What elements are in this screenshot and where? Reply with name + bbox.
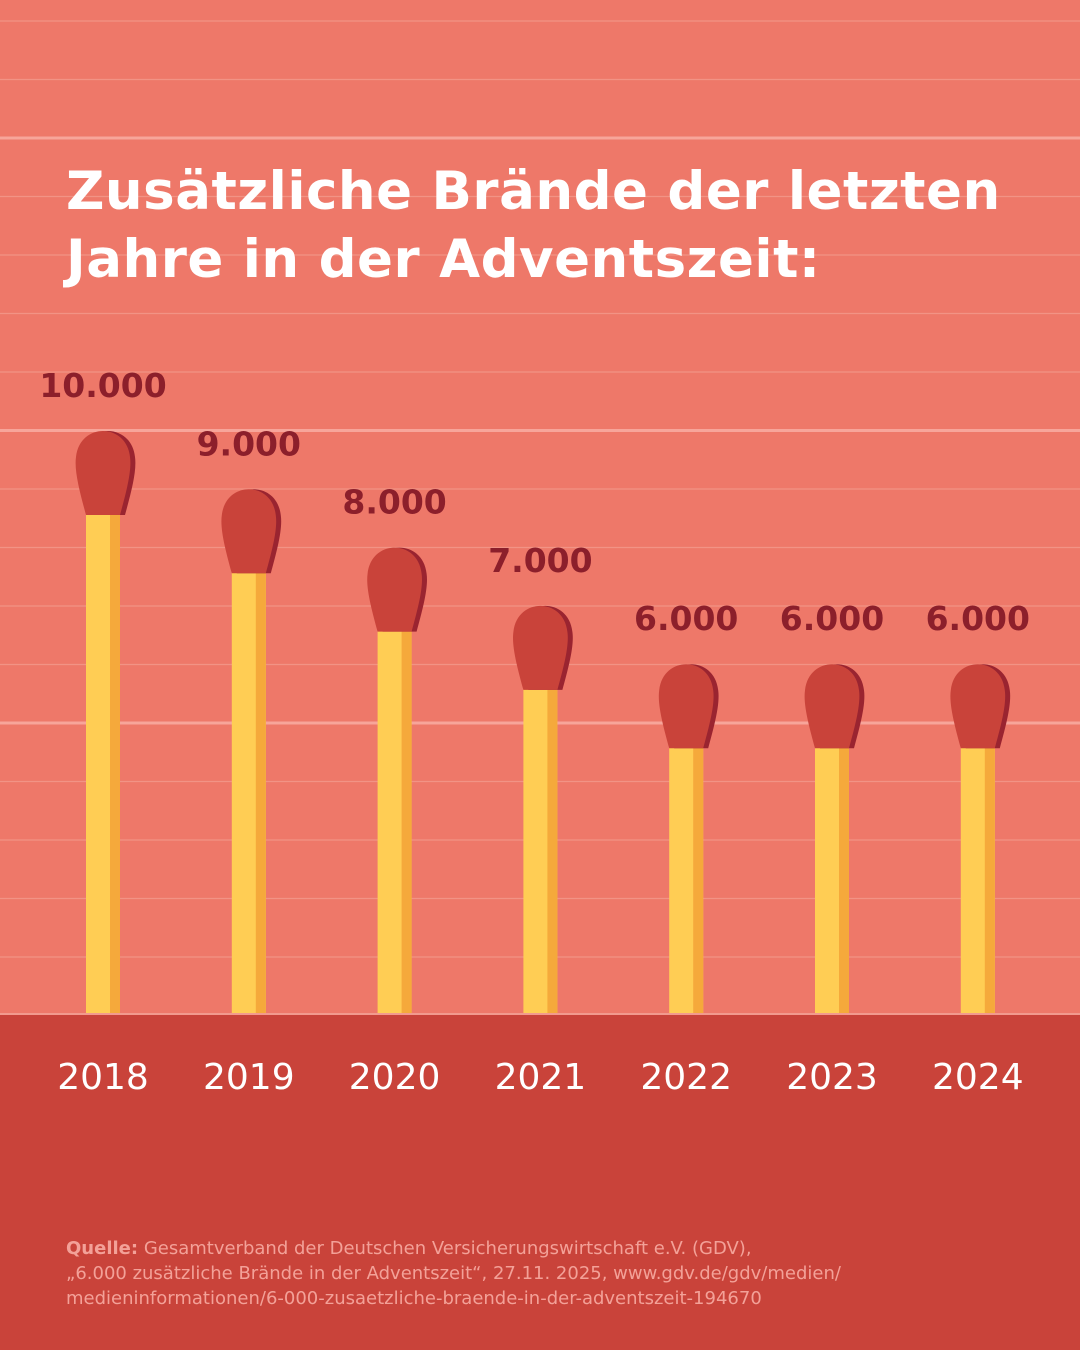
data-label: 6.000 <box>634 599 738 638</box>
match-stick-shade <box>110 513 120 1014</box>
bar-2023: 6.000 <box>780 599 884 1014</box>
bar-2022: 6.000 <box>634 599 738 1014</box>
match-head <box>75 431 131 515</box>
match-head <box>367 547 422 632</box>
x-tick-label: 2024 <box>931 1057 1024 1098</box>
data-label: 6.000 <box>780 599 884 638</box>
x-tick-label: 2021 <box>494 1057 587 1098</box>
x-tick-label: 2023 <box>786 1057 878 1098</box>
title-line-2: Jahre in der Adventszeit: <box>66 229 821 290</box>
match-stick-shade <box>984 746 995 1014</box>
matchstick-bar-chart: 10.000 9.000 8.000 7.000 6.000 6.000 6.000 <box>39 366 1030 1014</box>
x-axis-tick-labels: 2018 2019 2020 2021 2022 2023 2024 <box>0 1050 1080 1110</box>
bar-2024: 6.000 <box>926 599 1030 1014</box>
data-label: 7.000 <box>488 541 592 580</box>
match-head <box>950 664 1006 749</box>
source-note: Quelle: Gesamtverband der Deutschen Vers… <box>66 1236 966 1311</box>
match-stick-shade <box>693 746 704 1014</box>
title-line-1: Zusätzliche Brände der letzten <box>66 161 1001 222</box>
chart-baseline <box>0 1013 1080 1015</box>
data-label: 10.000 <box>39 366 166 405</box>
page-title: Zusätzliche Brände der letzten Jahre in … <box>66 158 1026 294</box>
match-stick-shade <box>255 571 266 1014</box>
bar-2019: 9.000 <box>197 424 301 1014</box>
bar-2021: 7.000 <box>488 541 593 1014</box>
x-tick-label: 2020 <box>348 1057 441 1098</box>
x-tick-label: 2022 <box>640 1057 732 1098</box>
match-head <box>804 664 860 749</box>
match-stick-shade <box>547 687 558 1014</box>
source-label: Quelle: <box>66 1238 139 1259</box>
match-stick-shade <box>839 746 849 1014</box>
source-line-1: Gesamtverband der Deutschen Versicherung… <box>143 1238 752 1259</box>
data-label: 6.000 <box>926 599 1030 638</box>
match-head <box>658 664 714 749</box>
x-tick-label: 2019 <box>202 1057 295 1098</box>
data-label: 8.000 <box>342 483 446 522</box>
source-line-3: medieninformationen/6-000-zusaetzliche-b… <box>66 1288 762 1309</box>
match-head <box>221 489 277 574</box>
source-line-2: „6.000 zusätzliche Brände in der Advents… <box>66 1263 841 1284</box>
match-stick-shade <box>401 629 412 1014</box>
footer-band <box>0 1013 1080 1350</box>
match-head <box>513 605 568 690</box>
bar-2020: 8.000 <box>342 483 447 1014</box>
data-label: 9.000 <box>197 424 301 463</box>
bar-2018: 10.000 <box>39 366 167 1014</box>
x-tick-label: 2018 <box>57 1057 149 1098</box>
